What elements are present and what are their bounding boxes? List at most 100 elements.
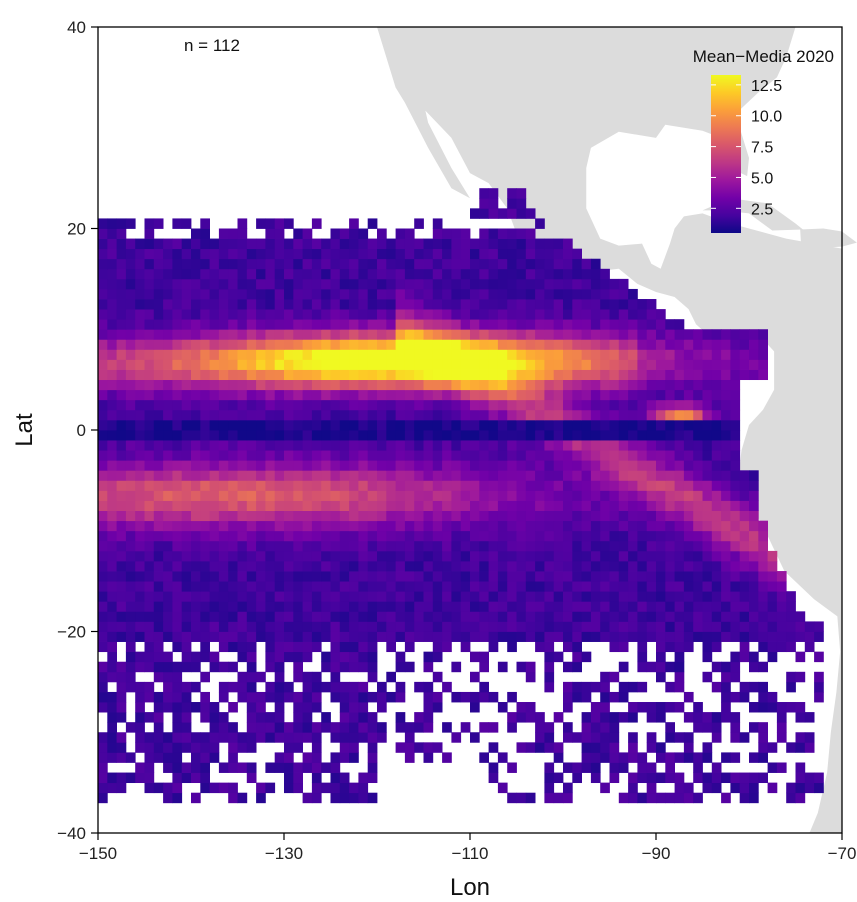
heatmap-cell [665, 550, 675, 562]
heatmap-cell [163, 490, 173, 501]
heatmap-cell [172, 510, 183, 522]
heatmap-cell [386, 621, 396, 632]
heatmap-cell [563, 550, 573, 562]
heatmap-cell [609, 712, 620, 723]
heatmap-cell [544, 500, 555, 511]
heatmap-cell [665, 722, 675, 733]
heatmap-cell [125, 349, 136, 360]
heatmap-cell [414, 268, 424, 280]
heatmap-cell [358, 601, 369, 612]
heatmap-cell [535, 349, 545, 360]
heatmap-cell [507, 208, 517, 219]
heatmap-cell [209, 581, 220, 592]
heatmap-cell [581, 359, 592, 370]
heatmap-cell [358, 732, 369, 743]
heatmap-cell [581, 530, 592, 542]
heatmap-cell [209, 450, 220, 461]
heatmap-cell [172, 480, 183, 491]
heatmap-cell [377, 621, 387, 632]
heatmap-cell [451, 540, 462, 552]
heatmap-cell [656, 550, 666, 562]
heatmap-cell [525, 490, 536, 501]
heatmap-cell [377, 228, 387, 239]
heatmap-cell [451, 288, 462, 300]
heatmap-cell [488, 772, 499, 784]
heatmap-cell [674, 319, 685, 330]
heatmap-cell [107, 288, 117, 300]
heatmap-cell [293, 309, 303, 320]
heatmap-cell [284, 288, 294, 300]
heatmap-cell [721, 349, 731, 360]
heatmap-cell [525, 339, 536, 350]
heatmap-cell [590, 490, 601, 501]
heatmap-cell [395, 460, 406, 471]
heatmap-cell [144, 782, 155, 794]
heatmap-cell [163, 601, 173, 612]
heatmap-cell [460, 460, 471, 471]
heatmap-cell [432, 349, 443, 360]
heatmap-cell [656, 510, 666, 522]
heatmap-cell [209, 470, 220, 481]
heatmap-cell [349, 409, 359, 421]
heatmap-cell [572, 399, 582, 411]
heatmap-cell [423, 409, 434, 421]
heatmap-cell [460, 560, 471, 572]
heatmap-cell [172, 258, 183, 270]
heatmap-cell [386, 299, 396, 310]
heatmap-cell [144, 399, 155, 411]
heatmap-cell [98, 470, 108, 481]
heatmap-cell [339, 329, 350, 340]
heatmap-cell [237, 500, 248, 511]
heatmap-cell [349, 571, 359, 582]
heatmap-cell [572, 560, 582, 572]
heatmap-cell [730, 480, 741, 491]
heatmap-cell [367, 792, 378, 804]
heatmap-cell [721, 621, 731, 632]
heatmap-cell [432, 339, 443, 350]
heatmap-cell [507, 450, 517, 461]
heatmap-cell [256, 440, 266, 451]
heatmap-cell [367, 631, 378, 642]
heatmap-cell [572, 601, 582, 612]
heatmap-cell [786, 641, 796, 653]
heatmap-cell [172, 762, 183, 773]
heatmap-cell [516, 581, 527, 592]
heatmap-cell [460, 631, 471, 642]
heatmap-cell [553, 419, 564, 431]
heatmap-cell [311, 732, 322, 743]
heatmap-cell [656, 389, 666, 401]
heatmap-cell [284, 631, 294, 642]
heatmap-cell [98, 742, 108, 753]
heatmap-cell [163, 520, 173, 532]
heatmap-cell [218, 288, 229, 300]
heatmap-cell [432, 550, 443, 562]
heatmap-cell [377, 722, 387, 733]
heatmap-cell [758, 732, 768, 743]
heatmap-cell [628, 450, 638, 461]
heatmap-cell [637, 490, 648, 501]
heatmap-cell [479, 591, 489, 602]
heatmap-cell [600, 782, 610, 794]
heatmap-cell [749, 782, 759, 794]
heatmap-cell [274, 419, 285, 431]
heatmap-cell [125, 601, 136, 612]
heatmap-cell [293, 500, 303, 511]
heatmap-cell [683, 450, 694, 461]
heatmap-cell [358, 591, 369, 602]
heatmap-cell [730, 359, 741, 370]
heatmap-cell [200, 782, 210, 794]
heatmap-cell [386, 379, 396, 391]
heatmap-cell [293, 450, 303, 461]
heatmap-cell [414, 299, 424, 310]
heatmap-cell [274, 601, 285, 612]
heatmap-cell [535, 268, 545, 280]
heatmap-cell [98, 379, 108, 391]
heatmap-cell [758, 601, 768, 612]
heatmap-cell [665, 379, 675, 391]
heatmap-cell [265, 440, 276, 451]
heatmap-cell [107, 611, 117, 622]
heatmap-cell [525, 611, 536, 622]
heatmap-cell [274, 591, 285, 602]
heatmap-cell [153, 530, 164, 542]
heatmap-cell [563, 389, 573, 401]
